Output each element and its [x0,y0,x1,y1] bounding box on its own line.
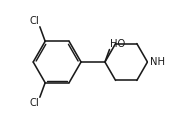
Text: HO: HO [110,39,126,49]
Text: NH: NH [150,57,165,67]
Text: Cl: Cl [29,98,39,108]
Text: Cl: Cl [29,16,39,26]
